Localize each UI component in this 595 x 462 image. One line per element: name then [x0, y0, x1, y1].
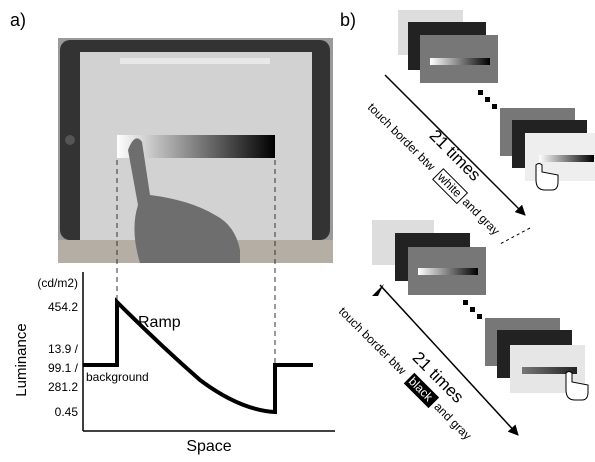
luminance-curve	[83, 302, 313, 412]
panel-label: a)	[10, 10, 26, 30]
background-label: background	[86, 370, 149, 384]
x-axis-title: Space	[186, 438, 231, 455]
figure: a) (cd/m2) 454.2 13.9 / 99.1 / 281.2 0.4…	[0, 0, 595, 462]
luminance-plot: (cd/m2) 454.2 13.9 / 99.1 / 281.2 0.45 L…	[13, 272, 335, 455]
suffix: and gray	[460, 195, 503, 238]
unit-label: (cd/m2)	[37, 276, 78, 290]
y-axis-title: Luminance	[13, 323, 30, 396]
y-label: 13.9 /	[48, 342, 79, 356]
y-label: 281.2	[48, 380, 78, 394]
y-label: 0.45	[55, 405, 79, 419]
curve-label: Ramp	[138, 314, 181, 331]
suffix: and gray	[431, 400, 474, 443]
panel-label: b)	[340, 10, 356, 30]
count: 21 times	[426, 126, 485, 185]
connector	[500, 228, 530, 244]
y-label: 454.2	[48, 300, 78, 314]
count-text: 21 times	[426, 126, 485, 185]
instruction-text: touch border btw black and gray	[335, 304, 474, 443]
photo	[58, 38, 333, 263]
bottom-trials	[372, 220, 588, 400]
instruction: touch border btw	[336, 304, 409, 377]
arrow-head	[372, 284, 384, 296]
y-label: 99.1 /	[48, 361, 79, 375]
